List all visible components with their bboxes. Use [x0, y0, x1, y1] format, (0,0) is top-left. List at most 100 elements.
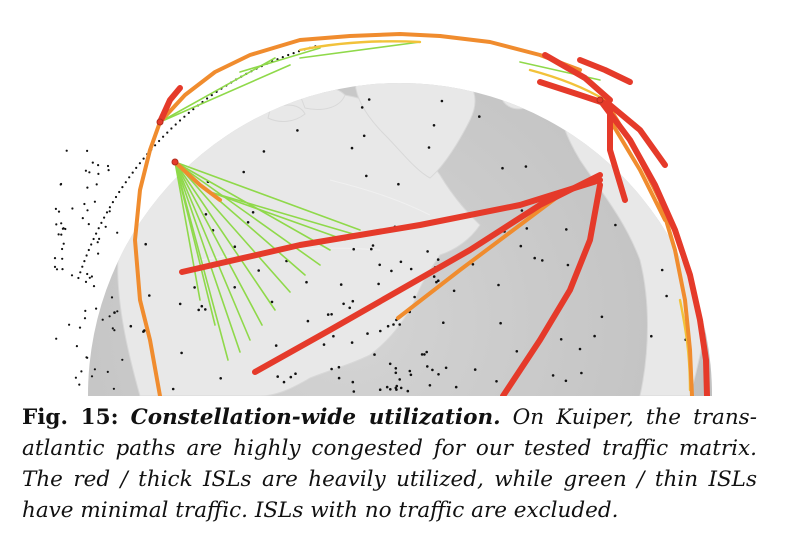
- satellite-dot: [378, 263, 382, 267]
- satellite-dot: [432, 275, 436, 278]
- satellite-dot: [427, 146, 431, 149]
- satellite-dot: [91, 161, 94, 164]
- satellite-dot: [61, 247, 64, 251]
- satellite-dot: [104, 225, 107, 228]
- satellite-dot: [520, 209, 524, 212]
- satellite-dot: [92, 285, 96, 288]
- satellite-dot: [206, 97, 209, 100]
- medium-utilization-links: [133, 32, 694, 396]
- satellite-dot: [373, 353, 376, 356]
- satellite-dot: [326, 313, 330, 316]
- satellite-dot: [352, 390, 356, 393]
- satellite-dot: [525, 227, 529, 230]
- satellite-dot: [61, 268, 64, 271]
- satellite-dot: [219, 377, 222, 380]
- satellite-dot: [142, 330, 145, 333]
- satellite-dot: [437, 373, 440, 376]
- satellite-dot: [399, 260, 403, 264]
- satellite-dot: [108, 206, 111, 209]
- satellite-dot: [61, 227, 64, 230]
- satellite-dot: [454, 385, 458, 389]
- satellite-dot: [409, 373, 413, 377]
- satellite-dot: [129, 324, 133, 328]
- satellite-dot: [87, 248, 90, 252]
- satellite-dot: [377, 282, 380, 286]
- satellite-dot: [210, 94, 213, 97]
- satellite-dot: [80, 370, 83, 373]
- satellite-dot: [292, 52, 295, 55]
- satellite-dot: [541, 259, 544, 262]
- satellite-dot: [398, 378, 402, 381]
- satellite-dot: [108, 315, 111, 318]
- satellite-dot: [274, 344, 278, 347]
- satellite-dot: [106, 370, 109, 373]
- satellite-dot: [204, 308, 207, 311]
- satellite-dot: [86, 149, 89, 152]
- satellite-dot: [100, 221, 103, 224]
- satellite-dot: [495, 380, 498, 383]
- satellite-dot: [83, 317, 87, 320]
- satellite-dot: [142, 157, 145, 160]
- satellite-dot: [394, 371, 398, 375]
- satellite-dot: [306, 319, 310, 323]
- high-utilization-links: [157, 52, 710, 396]
- satellite-dot: [444, 366, 448, 370]
- satellite-dot: [423, 353, 426, 356]
- satellite-dot: [437, 279, 440, 283]
- satellite-dot: [95, 183, 98, 186]
- satellite-dot: [68, 323, 71, 326]
- satellite-dot: [170, 127, 173, 130]
- satellite-dot: [379, 329, 382, 333]
- satellite-dot: [154, 144, 157, 147]
- satellite-dot: [559, 338, 563, 341]
- satellite-dot: [83, 202, 86, 206]
- satellite-dot: [499, 321, 502, 325]
- satellite-dot: [428, 384, 432, 387]
- satellite-dot: [114, 195, 118, 199]
- satellite-dot: [435, 280, 438, 284]
- satellite-dot: [111, 201, 114, 204]
- satellite-dot: [389, 388, 392, 391]
- satellite-dot: [57, 210, 61, 213]
- satellite-dot: [233, 286, 236, 289]
- satellite-dot: [431, 368, 434, 372]
- satellite-dot: [88, 276, 91, 279]
- satellite-dot: [59, 183, 62, 186]
- hub-nodes: [156, 96, 604, 166]
- satellite-dot: [112, 387, 115, 390]
- satellite-dot: [101, 318, 104, 321]
- satellite-dot: [519, 244, 523, 248]
- satellite-dot: [62, 242, 65, 245]
- satellite-dot: [86, 186, 89, 189]
- satellite-dot: [97, 164, 100, 167]
- satellite-dot: [158, 139, 161, 143]
- satellite-dot: [55, 268, 59, 271]
- satellite-dot: [111, 327, 114, 330]
- satellite-dot: [365, 174, 368, 178]
- satellite-dot: [81, 265, 84, 268]
- satellite-dot: [233, 245, 237, 248]
- satellite-dot: [515, 350, 519, 353]
- satellite-dot: [121, 186, 124, 189]
- satellite-dot: [452, 289, 456, 293]
- satellite-dot: [118, 190, 121, 194]
- satellite-dot: [397, 182, 400, 186]
- satellite-dot: [183, 115, 186, 118]
- satellite-dot: [385, 385, 389, 389]
- satellite-dot: [600, 315, 604, 319]
- satellite-dot: [171, 387, 175, 391]
- satellite-dot: [565, 228, 568, 231]
- satellite-dot: [90, 243, 93, 246]
- satellite-dot: [614, 223, 617, 227]
- satellite-dot: [75, 345, 78, 348]
- satellite-dot: [106, 164, 110, 168]
- satellite-dot: [246, 221, 250, 224]
- satellite-dot: [84, 280, 88, 283]
- satellite-dot: [262, 150, 266, 153]
- satellite-dot: [86, 272, 89, 276]
- satellite-dot: [471, 263, 475, 266]
- satellite-dot: [124, 181, 127, 184]
- satellite-dot: [420, 353, 424, 356]
- satellite-dot: [61, 257, 64, 260]
- satellite-dot: [144, 242, 147, 246]
